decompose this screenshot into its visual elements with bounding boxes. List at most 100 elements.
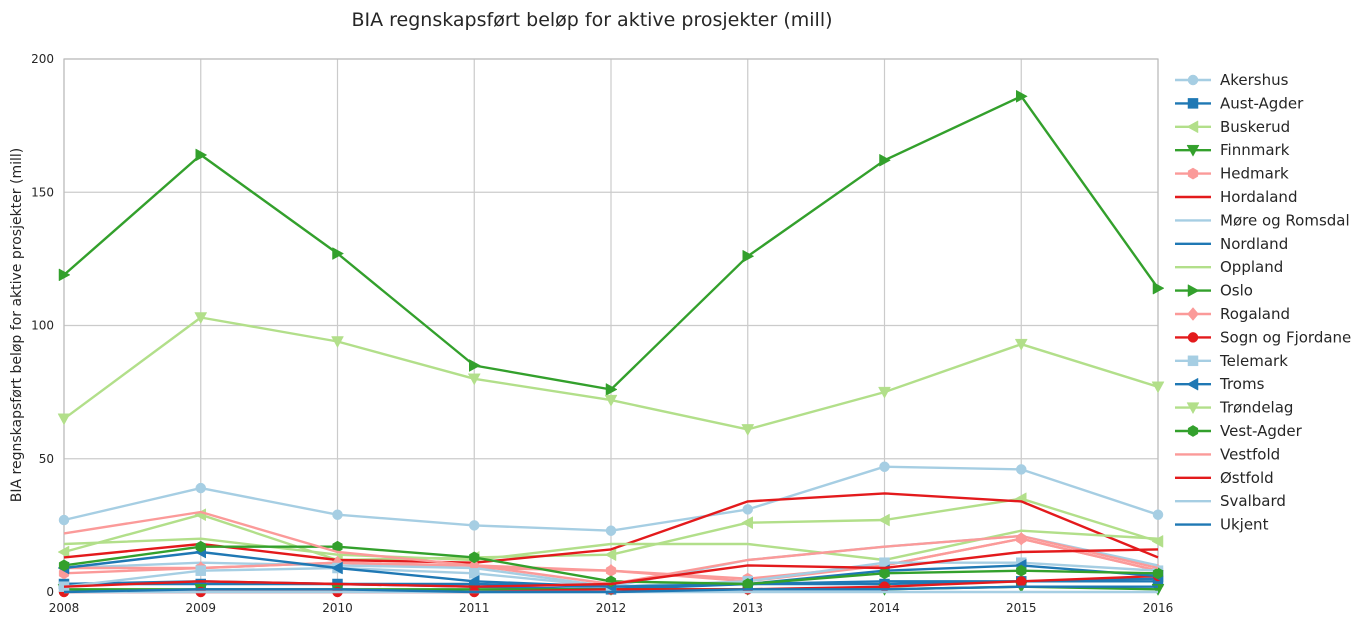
series-line-ukjent xyxy=(63,585,1158,594)
data-point-oslo xyxy=(879,153,892,167)
data-point-akershus xyxy=(742,504,753,515)
legend-marker xyxy=(1187,167,1199,180)
legend-item-svalbard: Svalbard xyxy=(1175,492,1286,510)
legend: Akershus Aust-Agder Buskerud Finnmark Hedmar… xyxy=(1175,71,1351,534)
series-ukjent xyxy=(63,585,1158,594)
x-tick-label: 2012 xyxy=(596,601,627,615)
legend-item-hedmark: Hedmark xyxy=(1175,165,1289,183)
y-tick-label: 100 xyxy=(31,319,54,333)
x-tick-label: 2011 xyxy=(459,601,490,615)
data-point-oslo xyxy=(1016,89,1028,103)
data-point-trondelag xyxy=(194,312,208,325)
data-point-vest-agder xyxy=(742,578,753,590)
legend-item-oslo: Oslo xyxy=(1175,282,1253,300)
data-point-vest-agder xyxy=(469,551,480,564)
data-point-buskerud xyxy=(877,513,890,527)
legend-item-trondelag: Trøndelag xyxy=(1175,399,1293,417)
legend-item-hordaland: Hordaland xyxy=(1175,188,1297,206)
data-point-trondelag xyxy=(57,413,71,426)
legend-marker xyxy=(1187,74,1199,86)
series-ostfold xyxy=(63,548,1159,588)
data-point-trondelag xyxy=(878,386,891,399)
chart-title: BIA regnskapsført beløp for aktive prosj… xyxy=(351,9,832,31)
legend-label: Trøndelag xyxy=(1219,399,1293,417)
data-point-telemark xyxy=(195,565,206,576)
data-point-buskerud xyxy=(741,516,753,530)
x-tick-label: 2015 xyxy=(1006,601,1037,615)
data-point-oslo xyxy=(195,148,208,162)
x-tick-label: 2008 xyxy=(49,601,80,615)
legend-label: Rogaland xyxy=(1220,305,1290,323)
data-point-troms xyxy=(467,574,480,588)
x-tick-label: 2013 xyxy=(732,601,763,615)
legend-marker xyxy=(1187,307,1199,321)
data-point-oslo xyxy=(605,383,618,396)
legend-label: Hordaland xyxy=(1220,188,1297,206)
series-group xyxy=(57,89,1165,598)
legend-item-troms: Troms xyxy=(1175,375,1265,393)
data-point-oslo xyxy=(742,249,755,263)
legend-label: Østfold xyxy=(1220,469,1274,487)
data-point-buskerud xyxy=(57,545,70,559)
series-oslo xyxy=(58,89,1165,396)
legend-label: Svalbard xyxy=(1220,492,1286,510)
data-point-trondelag xyxy=(604,394,618,407)
data-point-troms xyxy=(330,561,343,575)
data-point-buskerud xyxy=(604,548,617,562)
legend-label: Ukjent xyxy=(1220,516,1269,534)
data-point-vest-agder xyxy=(195,540,206,553)
legend-label: Vest-Agder xyxy=(1220,422,1303,440)
legend-label: Telemark xyxy=(1219,352,1288,370)
legend-item-sogn-og-fjordane: Sogn og Fjordane xyxy=(1175,328,1351,346)
data-point-trondelag xyxy=(741,424,755,436)
series-vest-agder xyxy=(58,540,1164,590)
x-tick-label: 2010 xyxy=(322,601,353,615)
x-tick-label: 2016 xyxy=(1143,601,1174,615)
legend-item-aust-agder: Aust-Agder xyxy=(1175,94,1304,112)
data-point-trondelag xyxy=(331,336,344,349)
legend-marker xyxy=(1187,98,1199,109)
data-point-oslo xyxy=(1152,281,1165,295)
data-point-trondelag xyxy=(1151,381,1165,394)
y-tick-label: 150 xyxy=(31,185,54,199)
legend-label: Finnmark xyxy=(1220,141,1290,159)
legend-label: Vestfold xyxy=(1220,445,1280,463)
legend-item-akershus: Akershus xyxy=(1175,71,1289,89)
legend-item-vest-agder: Vest-Agder xyxy=(1175,422,1303,440)
legend-item-nordland: Nordland xyxy=(1175,235,1288,253)
legend-item-more-og-romsdal: Møre og Romsdal xyxy=(1175,211,1350,229)
legend-label: Sogn og Fjordane xyxy=(1220,328,1351,346)
series-akershus xyxy=(58,461,1164,536)
y-tick-label: 200 xyxy=(31,52,54,66)
series-hordaland xyxy=(63,492,1159,564)
x-tick-label: 2009 xyxy=(185,601,216,615)
legend-item-telemark: Telemark xyxy=(1175,352,1288,370)
y-axis-label: BIA regnskapsført beløp for aktive prosj… xyxy=(9,148,25,502)
data-point-trondelag xyxy=(467,373,481,386)
data-point-oslo xyxy=(58,268,71,282)
data-point-akershus xyxy=(879,461,890,472)
legend-item-ukjent: Ukjent xyxy=(1175,516,1269,534)
data-point-akershus xyxy=(195,482,206,494)
data-point-akershus xyxy=(605,525,617,536)
data-point-vest-agder xyxy=(1152,567,1164,580)
legend-item-ostfold: Østfold xyxy=(1175,469,1274,487)
x-tick-label: 2014 xyxy=(869,601,900,615)
legend-marker xyxy=(1186,120,1199,134)
data-point-akershus xyxy=(1016,464,1027,475)
legend-label: Buskerud xyxy=(1220,118,1290,136)
data-point-trondelag xyxy=(1014,338,1028,351)
data-point-oslo xyxy=(469,359,481,372)
legend-item-rogaland: Rogaland xyxy=(1175,305,1290,323)
legend-label: Møre og Romsdal xyxy=(1220,211,1350,229)
legend-item-oppland: Oppland xyxy=(1175,258,1283,276)
series-trondelag xyxy=(57,312,1165,436)
data-point-sogn-og-fjordane xyxy=(1016,576,1027,587)
legend-marker xyxy=(1186,144,1200,157)
series-line-ostfold xyxy=(63,548,1159,588)
legend-label: Oppland xyxy=(1220,258,1283,276)
legend-label: Oslo xyxy=(1220,282,1253,300)
legend-label: Aust-Agder xyxy=(1220,94,1304,112)
legend-marker xyxy=(1187,425,1199,437)
